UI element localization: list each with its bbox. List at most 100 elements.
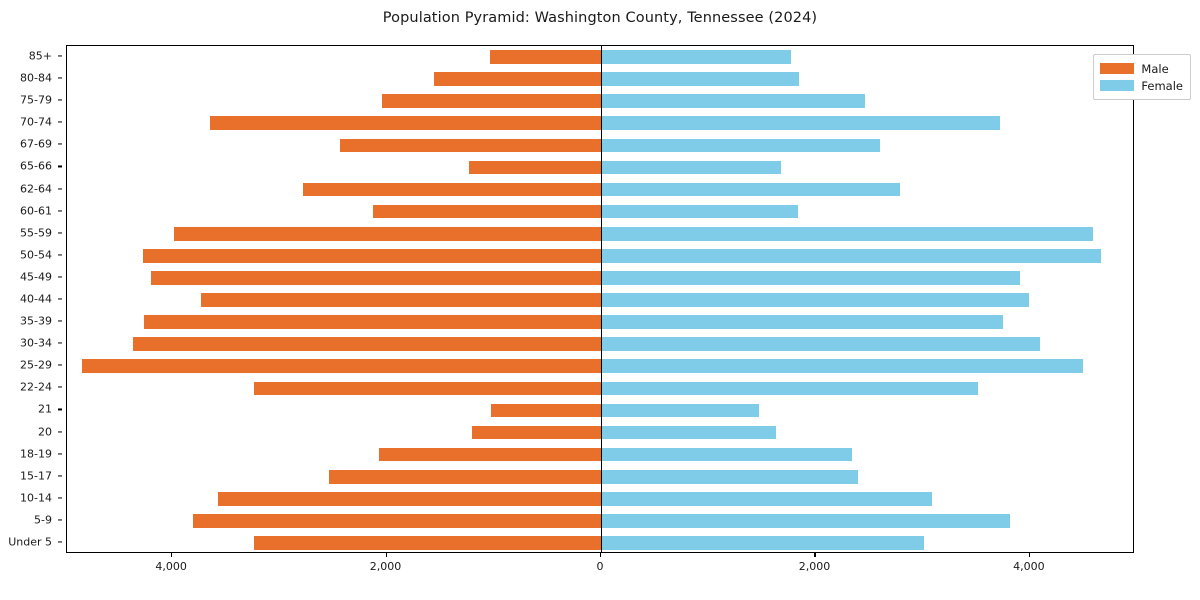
bar-row <box>67 72 1133 86</box>
bar-female <box>601 469 859 484</box>
bar-female <box>601 536 924 550</box>
bar-row <box>67 160 1133 175</box>
legend-swatch-icon <box>1100 63 1135 74</box>
y-axis-tick-label: 35-39 <box>20 314 52 328</box>
y-axis-tick-mark <box>58 298 62 300</box>
bar-female <box>601 337 1040 351</box>
bar-row <box>67 182 1133 197</box>
bar-female <box>601 447 853 462</box>
bar-female <box>601 138 880 153</box>
x-axis-tick-label: 4,000 <box>155 560 187 573</box>
bar-female <box>601 116 1000 131</box>
bar-female <box>601 491 933 506</box>
bar-row <box>67 204 1133 219</box>
bar-male <box>490 50 601 64</box>
y-axis-tick-label: 85+ <box>28 49 52 63</box>
x-axis-tick-label: 2,000 <box>798 560 831 573</box>
y-axis-tick-label: 50-54 <box>20 248 52 262</box>
bar-female <box>601 425 776 440</box>
y-axis-tick-mark <box>58 99 62 101</box>
y-axis-tick-mark <box>58 55 62 57</box>
y-axis-tick-mark <box>58 320 62 322</box>
bar-male <box>254 381 601 396</box>
x-axis-tick-mark <box>385 553 387 557</box>
y-axis-tick-mark <box>58 276 62 278</box>
x-axis-tick-mark <box>814 553 816 557</box>
bar-row <box>67 138 1133 153</box>
bar-row <box>67 381 1133 396</box>
bar-row <box>67 447 1133 462</box>
bar-row <box>67 425 1133 440</box>
bar-male <box>218 491 601 506</box>
zero-axis-line <box>601 46 603 552</box>
legend-entry-male[interactable]: Male <box>1100 60 1183 77</box>
y-axis-tick-label: 20 <box>38 425 52 439</box>
y-axis-tick-label: 15-17 <box>20 469 52 483</box>
bar-male <box>210 116 601 131</box>
x-axis-tick-mark <box>171 553 173 557</box>
bar-male <box>379 447 601 462</box>
y-axis-tick-label: 5-9 <box>34 513 52 527</box>
legend-label: Female <box>1141 78 1183 93</box>
bar-row <box>67 271 1133 285</box>
y-axis-tick-mark <box>58 143 62 145</box>
bar-male <box>434 72 601 86</box>
bar-row <box>67 315 1133 329</box>
bar-male <box>340 138 601 153</box>
x-axis-tick-mark <box>600 553 602 557</box>
y-axis-tick-label: 22-24 <box>20 380 52 394</box>
y-axis-tick-mark <box>58 541 62 543</box>
y-axis-labels: 85+ 80-84 75-79 70-74 67-69 65-66 62-64 60-61 55… <box>0 45 62 553</box>
bar-row <box>67 403 1133 418</box>
bar-female <box>601 94 865 109</box>
y-axis-tick-mark <box>58 232 62 234</box>
y-axis-tick-label: 25-29 <box>20 358 52 372</box>
bar-female <box>601 271 1020 285</box>
legend-swatch-icon <box>1100 80 1135 91</box>
bar-row <box>67 359 1133 374</box>
bar-female <box>601 293 1029 307</box>
plot-area <box>66 45 1134 553</box>
bar-male <box>201 293 601 307</box>
x-axis-tick-label: 4,000 <box>1013 560 1045 573</box>
bar-male <box>472 425 601 440</box>
y-axis-tick-label: 62-64 <box>20 182 52 196</box>
bar-row <box>67 514 1133 528</box>
bar-row <box>67 116 1133 131</box>
bar-female <box>601 359 1083 374</box>
legend-entry-female[interactable]: Female <box>1100 77 1183 94</box>
bar-male <box>151 271 601 285</box>
legend-label: Male <box>1141 61 1169 76</box>
y-axis-tick-label: Under 5 <box>8 535 52 549</box>
bar-male <box>469 160 601 175</box>
y-axis-tick-label: 40-44 <box>20 292 52 306</box>
bar-male <box>133 337 601 351</box>
y-axis-tick-mark <box>58 342 62 344</box>
bar-female <box>601 226 1093 241</box>
y-axis-tick-mark <box>58 210 62 212</box>
y-axis-tick-mark <box>58 408 62 410</box>
bar-male <box>174 226 601 241</box>
bar-row <box>67 337 1133 351</box>
y-axis-tick-mark <box>58 475 62 477</box>
y-axis-tick-mark <box>58 519 62 521</box>
bar-row <box>67 94 1133 109</box>
x-axis-tick-mark <box>1028 553 1030 557</box>
y-axis-tick-mark <box>58 386 62 388</box>
bar-male <box>491 403 601 418</box>
y-axis-tick-mark <box>58 77 62 79</box>
y-axis-tick-label: 30-34 <box>20 336 52 350</box>
bar-male <box>329 469 601 484</box>
y-axis-tick-label: 65-66 <box>20 159 52 173</box>
bar-male <box>373 204 601 219</box>
y-axis-tick-label: 21 <box>38 402 52 416</box>
y-axis-tick-label: 45-49 <box>20 270 52 284</box>
bar-female <box>601 381 978 396</box>
bar-female <box>601 248 1101 263</box>
y-axis-tick-mark <box>58 430 62 433</box>
x-axis-tick-label: 2,000 <box>369 560 402 573</box>
bar-male <box>144 315 601 329</box>
bar-row <box>67 50 1133 64</box>
bars-layer <box>67 46 1133 552</box>
